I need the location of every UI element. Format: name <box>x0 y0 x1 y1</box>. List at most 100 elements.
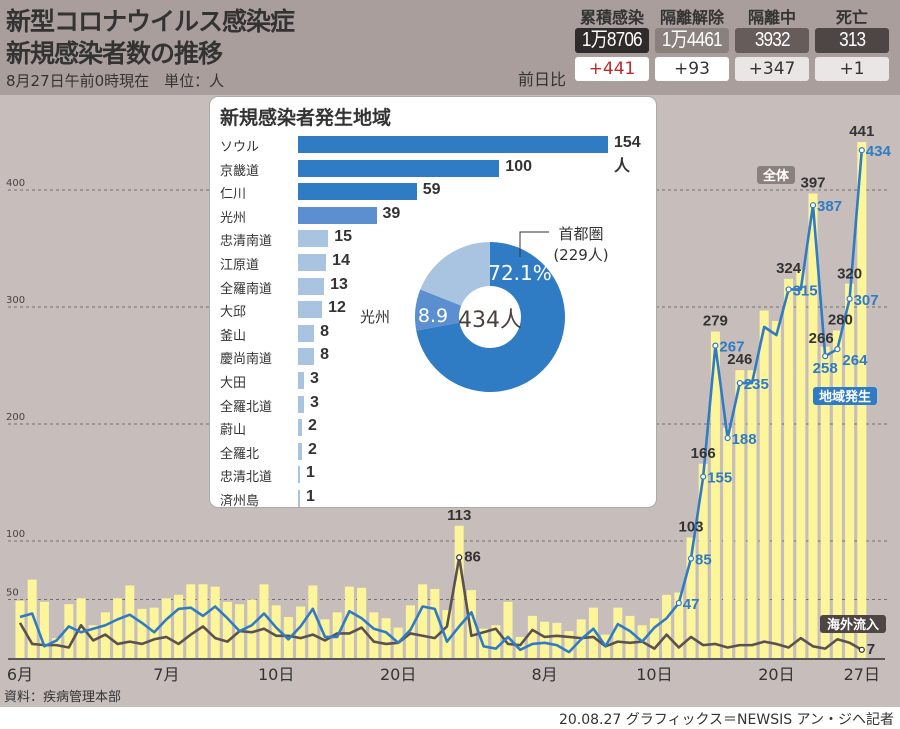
total-bar <box>808 193 818 658</box>
region-name: ソウル <box>220 140 260 155</box>
region-name: 光州 <box>220 210 247 226</box>
header: 新型コロナウイルス感染症 新規感染者数の推移 8月27日午前0時現在 単位：人 … <box>0 0 900 95</box>
region-value: 59 <box>422 181 441 199</box>
total-bar <box>174 594 184 658</box>
point-marker <box>675 599 682 607</box>
stat-label: 隔離中 <box>747 8 796 27</box>
point-marker <box>456 554 463 561</box>
total-bar <box>759 310 769 658</box>
region-row: 光州 39 <box>220 205 650 226</box>
total-bar <box>161 598 171 658</box>
total-bar <box>649 618 659 658</box>
region-value: 1 <box>306 464 315 482</box>
data-label: 155 <box>707 470 732 487</box>
data-label: 264 <box>842 352 868 369</box>
total-bar <box>198 584 208 658</box>
region-value: 8 <box>320 322 329 340</box>
stat-label: 累積感染 <box>579 8 644 27</box>
total-bar <box>113 598 123 658</box>
total-bar <box>442 610 452 658</box>
region-row: 仁川 59 <box>220 181 650 203</box>
y-tick-label: 100 <box>6 529 25 540</box>
total-bar <box>491 625 501 658</box>
label-gwangju: 光州 <box>360 308 390 326</box>
region-bar <box>298 183 417 201</box>
region-row: 慶尚南道 8 <box>220 346 650 367</box>
region-value: 14 <box>332 252 350 269</box>
region-bar <box>298 490 300 507</box>
region-name: 蔚山 <box>220 423 247 439</box>
region-bar <box>298 277 325 295</box>
region-bar <box>298 442 303 460</box>
x-tick-label: 20日 <box>380 665 416 684</box>
region-name: 全羅南道 <box>220 281 273 297</box>
total-bar <box>76 598 86 658</box>
data-label: 280 <box>828 311 853 328</box>
total-bar <box>820 346 830 658</box>
data-label: 113 <box>447 507 471 524</box>
total-bar <box>613 607 623 658</box>
stat-value-box: 3932 <box>735 28 809 53</box>
data-label: 188 <box>732 431 757 448</box>
region-row: 全羅北道 3 <box>220 394 650 415</box>
total-bar <box>625 615 635 658</box>
compare-label: 前日比 <box>518 70 567 89</box>
region-bar <box>298 159 500 177</box>
total-bar <box>552 622 562 658</box>
y-tick-label: 50 <box>6 588 19 599</box>
region-value: 8 <box>320 346 329 364</box>
total-bar <box>210 586 220 658</box>
data-label: 7 <box>867 641 875 658</box>
region-name: 仁川 <box>220 187 247 203</box>
region-name: 忠清南道 <box>220 234 273 250</box>
region-bar <box>298 395 305 413</box>
x-tick-label: 10日 <box>258 665 294 684</box>
region-name: 済州島 <box>220 494 260 509</box>
total-bar <box>503 601 513 658</box>
data-label: 258 <box>813 360 838 377</box>
total-bar <box>686 537 696 658</box>
x-tick-label: 10日 <box>636 665 672 684</box>
region-panel: 新規感染者発生地域 ソウル 154人 京畿道 100 仁川 59 光州 39 忠清南道 … <box>210 97 656 509</box>
region-bar <box>298 206 377 224</box>
region-bar <box>298 348 315 366</box>
stat-value-box: 1万4461 <box>655 28 729 53</box>
region-row: 全羅南道 13 <box>220 276 650 297</box>
point-marker <box>712 342 719 349</box>
legend-total <box>757 166 795 184</box>
legend-local <box>813 387 877 405</box>
stat-value-box: 1万8706 <box>575 28 649 53</box>
region-name: 釜山 <box>220 328 247 344</box>
x-tick-label: 6月 <box>7 665 33 684</box>
point-marker <box>858 646 865 653</box>
point-marker <box>687 555 695 562</box>
title-line2: 新規感染者数の推移 <box>6 39 223 68</box>
region-name: 全羅北道 <box>220 399 273 415</box>
stat-2: 隔離中 3932 +347 <box>732 4 812 81</box>
stat-3: 死亡 313 +1 <box>812 4 892 81</box>
donut-slice <box>415 289 462 331</box>
region-row: 忠清南道 15 <box>220 228 650 250</box>
total-bar <box>296 606 306 658</box>
data-label: 324 <box>776 260 802 277</box>
total-bar <box>771 321 781 658</box>
region-value: 3 <box>310 370 319 387</box>
data-label: 103 <box>678 518 703 535</box>
data-label: 434 <box>866 143 892 160</box>
stat-value: 3932 <box>754 29 791 51</box>
pct-capital: 72.1% <box>488 261 552 285</box>
y-tick-label: 400 <box>6 178 25 189</box>
total-bar <box>540 621 550 658</box>
region-row: 江原道 14 <box>220 252 650 273</box>
local-line <box>19 150 864 654</box>
total-bar <box>674 592 684 658</box>
total-bar <box>723 427 733 658</box>
total-bar <box>588 607 598 658</box>
total-bar <box>698 463 708 658</box>
data-label: 397 <box>800 175 825 192</box>
region-value: 2 <box>308 417 317 435</box>
total-bar <box>27 579 37 658</box>
total-bar <box>527 615 537 658</box>
stat-label: 隔離解除 <box>659 8 724 27</box>
total-bar <box>52 638 62 658</box>
